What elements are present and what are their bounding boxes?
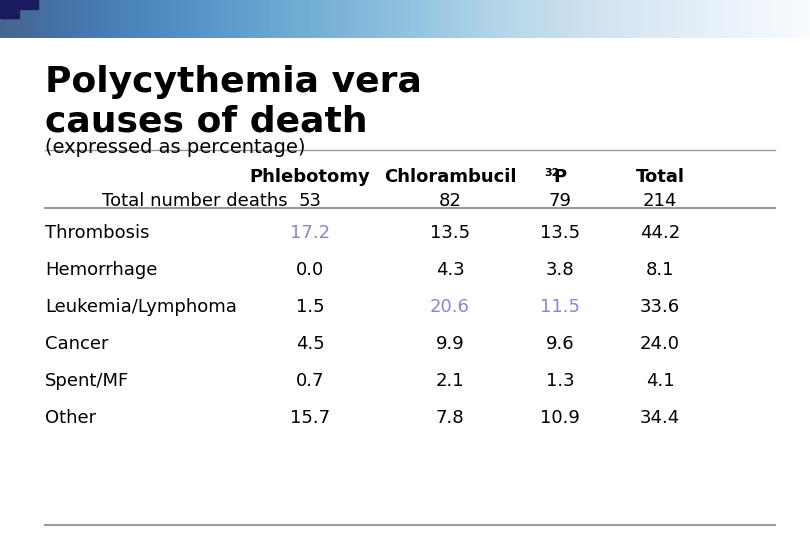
Text: 15.7: 15.7 xyxy=(290,409,330,427)
Text: 20.6: 20.6 xyxy=(430,298,470,316)
Text: 9.9: 9.9 xyxy=(436,335,464,353)
Text: Spent/MF: Spent/MF xyxy=(45,372,130,390)
Text: 0.0: 0.0 xyxy=(296,261,324,279)
Text: Other: Other xyxy=(45,409,96,427)
Text: 4.3: 4.3 xyxy=(436,261,464,279)
Text: 34.4: 34.4 xyxy=(640,409,680,427)
Text: 1.3: 1.3 xyxy=(546,372,574,390)
Text: 17.2: 17.2 xyxy=(290,224,330,242)
Text: 32: 32 xyxy=(544,168,560,178)
Text: (expressed as percentage): (expressed as percentage) xyxy=(45,138,305,157)
Text: 4.5: 4.5 xyxy=(296,335,324,353)
Text: 1.5: 1.5 xyxy=(296,298,324,316)
Text: Total: Total xyxy=(636,168,684,186)
Text: 0.7: 0.7 xyxy=(296,372,324,390)
Bar xyxy=(20,0,38,9)
Text: 13.5: 13.5 xyxy=(540,224,580,242)
Text: P: P xyxy=(553,168,566,186)
Text: 44.2: 44.2 xyxy=(640,224,680,242)
Text: Leukemia/Lymphoma: Leukemia/Lymphoma xyxy=(45,298,237,316)
Text: 214: 214 xyxy=(643,192,677,210)
Text: 4.1: 4.1 xyxy=(646,372,674,390)
Text: Phlebotomy: Phlebotomy xyxy=(249,168,370,186)
Bar xyxy=(1,0,19,18)
Bar xyxy=(0,0,18,18)
Text: Hemorrhage: Hemorrhage xyxy=(45,261,157,279)
Text: 33.6: 33.6 xyxy=(640,298,680,316)
Text: 11.5: 11.5 xyxy=(540,298,580,316)
Text: 9.6: 9.6 xyxy=(546,335,574,353)
Text: 7.8: 7.8 xyxy=(436,409,464,427)
Text: 8.1: 8.1 xyxy=(646,261,674,279)
Text: 82: 82 xyxy=(438,192,462,210)
Text: 13.5: 13.5 xyxy=(430,224,470,242)
Text: Cancer: Cancer xyxy=(45,335,109,353)
Text: causes of death: causes of death xyxy=(45,105,368,139)
Text: Total number deaths: Total number deaths xyxy=(102,192,288,210)
Text: 79: 79 xyxy=(548,192,572,210)
Text: 3.8: 3.8 xyxy=(546,261,574,279)
Text: 10.9: 10.9 xyxy=(540,409,580,427)
Text: Chlorambucil: Chlorambucil xyxy=(384,168,516,186)
Text: 2.1: 2.1 xyxy=(436,372,464,390)
Text: 24.0: 24.0 xyxy=(640,335,680,353)
Text: Thrombosis: Thrombosis xyxy=(45,224,150,242)
Text: Polycythemia vera: Polycythemia vera xyxy=(45,65,422,99)
Text: 53: 53 xyxy=(299,192,322,210)
